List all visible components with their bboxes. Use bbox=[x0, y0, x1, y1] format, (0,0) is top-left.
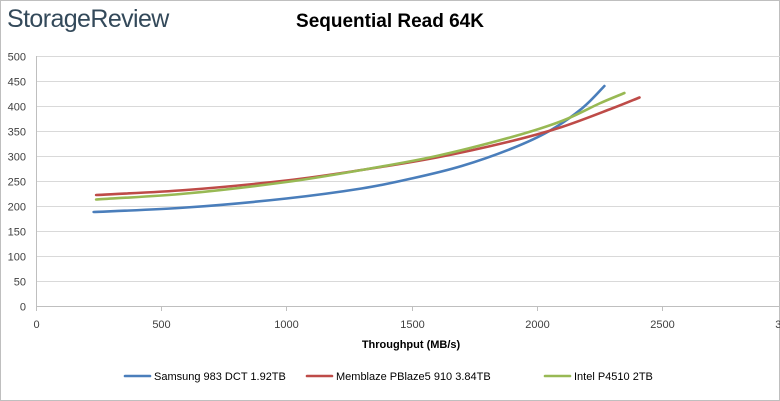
legend-label: Intel P4510 2TB bbox=[574, 371, 653, 383]
series-line-memblaze-pblaze5-910-3-84tb bbox=[94, 96, 641, 197]
legend: Samsung 983 DCT 1.92TB Memblaze PBlaze5 9… bbox=[123, 371, 653, 383]
y-tick-label: 250 bbox=[8, 177, 26, 189]
storagereview-logo: StorageReview bbox=[7, 5, 169, 33]
gridlines bbox=[36, 56, 780, 282]
x-tick-label: 0 bbox=[33, 319, 39, 331]
x-tick-label: 1000 bbox=[274, 319, 298, 331]
x-tick-label: 2500 bbox=[650, 319, 674, 331]
chart-title: Sequential Read 64K bbox=[296, 11, 484, 32]
y-tick-label: 150 bbox=[8, 227, 26, 239]
y-tick-label: 50 bbox=[14, 277, 26, 289]
legend-label: Samsung 983 DCT 1.92TB bbox=[154, 371, 286, 383]
series-line-samsung-983-dct-1-92tb bbox=[92, 84, 606, 214]
x-tick-label: 2000 bbox=[525, 319, 549, 331]
x-axis-title: Throughput (MB/s) bbox=[362, 339, 461, 351]
x-tick-label: 1500 bbox=[400, 319, 424, 331]
x-tick-label: 500 bbox=[152, 319, 170, 331]
x-tick-label: 3000 bbox=[775, 319, 780, 331]
series-lines bbox=[92, 84, 641, 214]
y-tick-label: 100 bbox=[8, 252, 26, 264]
y-tick-label: 300 bbox=[8, 152, 26, 164]
y-tick-label: 450 bbox=[8, 77, 26, 89]
axes: 0 50 100 150 200 250 300 350 400 450 500 0 500 1000 15… bbox=[8, 52, 780, 331]
y-tick-label: 500 bbox=[8, 52, 26, 64]
y-tick-label: 400 bbox=[8, 102, 26, 114]
legend-label: Memblaze PBlaze5 910 3.84TB bbox=[336, 371, 491, 383]
y-tick-label: 200 bbox=[8, 202, 26, 214]
y-tick-label: 350 bbox=[8, 127, 26, 139]
series-line-intel-p4510-2tb bbox=[94, 91, 626, 201]
y-tick-label: 0 bbox=[20, 302, 26, 314]
